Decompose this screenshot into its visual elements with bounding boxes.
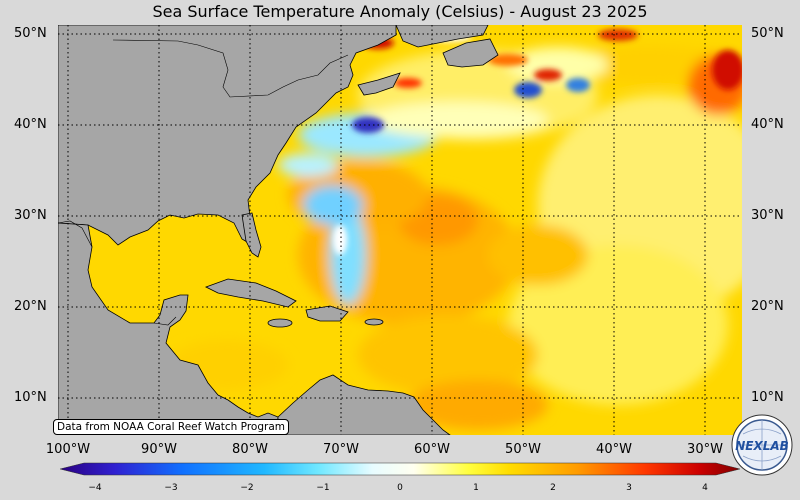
north-america bbox=[58, 25, 397, 246]
map-title: Sea Surface Temperature Anomaly (Celsius… bbox=[152, 2, 648, 21]
puerto-rico bbox=[364, 318, 384, 326]
lon-label-50w: 50°W bbox=[505, 442, 541, 457]
lat-label-20n-left: 20°N bbox=[14, 299, 47, 314]
colorbar-gradient bbox=[60, 462, 740, 476]
lon-label-90w: 90°W bbox=[141, 442, 177, 457]
lon-label-70w: 70°W bbox=[323, 442, 359, 457]
sst-anomaly-map bbox=[58, 25, 742, 435]
data-credit: Data from NOAA Coral Reef Watch Program bbox=[53, 419, 289, 435]
nova-scotia bbox=[357, 72, 401, 96]
lat-label-10n-left: 10°N bbox=[14, 390, 47, 405]
colorbar-tick-neg2: −2 bbox=[240, 483, 254, 493]
lat-label-40n-left: 40°N bbox=[14, 117, 47, 132]
lat-label-10n-right: 10°N bbox=[751, 390, 784, 405]
land bbox=[58, 25, 499, 435]
borders bbox=[58, 39, 349, 326]
colorbar-tick-2: 2 bbox=[550, 483, 556, 493]
cuba bbox=[204, 278, 297, 308]
lon-label-100w: 100°W bbox=[45, 442, 91, 457]
colorbar-tick-0: 0 bbox=[397, 483, 403, 493]
lat-label-30n-left: 30°N bbox=[14, 208, 47, 223]
graticule bbox=[58, 25, 742, 435]
colorbar-tick-4: 4 bbox=[702, 483, 708, 493]
mexico-central-america bbox=[58, 222, 279, 435]
logo-text: NEXLAB bbox=[735, 439, 789, 453]
hispaniola bbox=[305, 305, 349, 322]
lat-label-40n-right: 40°N bbox=[751, 117, 784, 132]
colorbar-tick-neg1: −1 bbox=[316, 483, 330, 493]
lat-label-50n-right: 50°N bbox=[751, 26, 784, 41]
lon-label-80w: 80°W bbox=[232, 442, 268, 457]
lat-label-20n-right: 20°N bbox=[751, 299, 784, 314]
colorbar-tick-1: 1 bbox=[473, 483, 479, 493]
lon-label-60w: 60°W bbox=[414, 442, 450, 457]
lat-label-30n-right: 30°N bbox=[751, 208, 784, 223]
colorbar-tick-3: 3 bbox=[626, 483, 632, 493]
labrador bbox=[395, 25, 489, 48]
south-america bbox=[277, 374, 451, 435]
colorbar-tick-neg3: −3 bbox=[164, 483, 178, 493]
jamaica bbox=[267, 318, 293, 328]
newfoundland bbox=[442, 38, 499, 68]
colorbar bbox=[60, 462, 740, 476]
anomaly-patches bbox=[68, 45, 742, 430]
lat-label-50n-left: 50°N bbox=[14, 26, 47, 41]
lon-label-30w: 30°W bbox=[687, 442, 723, 457]
nexlab-logo: NEXLAB bbox=[731, 414, 793, 476]
lon-label-40w: 40°W bbox=[596, 442, 632, 457]
colorbar-tick-neg4: −4 bbox=[88, 483, 102, 493]
